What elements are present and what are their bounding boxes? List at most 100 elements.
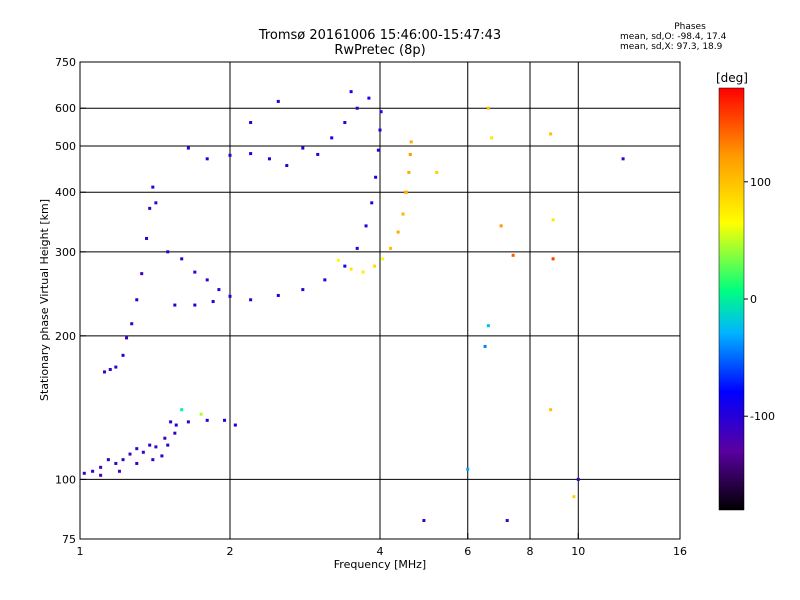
data-point xyxy=(99,473,103,477)
data-point xyxy=(381,257,385,261)
data-point xyxy=(343,264,347,268)
colorbar-tick-label: 0 xyxy=(750,293,757,306)
data-point xyxy=(223,418,227,422)
data-point xyxy=(401,212,405,216)
data-point xyxy=(572,495,576,499)
data-point xyxy=(163,436,167,440)
data-point xyxy=(336,258,340,262)
data-point xyxy=(114,461,118,465)
data-point xyxy=(323,278,327,282)
data-point xyxy=(249,121,253,125)
data-point xyxy=(376,148,380,152)
data-point xyxy=(128,452,132,456)
colorbar xyxy=(718,87,745,511)
data-point xyxy=(186,420,190,424)
data-point xyxy=(228,294,232,298)
data-point xyxy=(549,132,553,136)
x-tick-label: 16 xyxy=(673,545,687,558)
x-tick-label: 8 xyxy=(527,545,534,558)
y-tick-label: 600 xyxy=(55,102,76,115)
data-point xyxy=(361,270,365,274)
data-point xyxy=(140,272,144,276)
colorbar-tick-label: 100 xyxy=(750,176,771,189)
x-axis-label: Frequency [MHz] xyxy=(334,558,426,571)
y-axis-label: Stationary phase Virtual Height [km] xyxy=(38,199,51,401)
data-point xyxy=(435,170,439,174)
data-point xyxy=(276,293,280,297)
data-point xyxy=(367,96,371,100)
axis-ticks: 1 2 4 6 8 10 16 75 100 200 300 400 500 600 750 xyxy=(55,56,687,558)
data-point xyxy=(141,450,145,454)
data-point xyxy=(180,408,184,412)
data-point xyxy=(355,106,359,110)
data-point xyxy=(389,246,393,250)
data-point xyxy=(511,253,515,257)
data-point xyxy=(373,264,377,268)
data-point xyxy=(349,90,353,94)
data-point xyxy=(486,324,490,328)
data-point xyxy=(370,201,374,205)
x-tick-label: 4 xyxy=(377,545,384,558)
data-point xyxy=(422,519,426,523)
data-point xyxy=(205,418,209,422)
data-point xyxy=(205,278,209,282)
chart-title: Tromsø 20161006 15:46:00-15:47:43 xyxy=(258,28,502,43)
data-point xyxy=(186,146,190,150)
colorbar-unit: [deg] xyxy=(716,71,748,85)
data-point xyxy=(135,461,139,465)
data-point xyxy=(301,146,305,150)
data-point xyxy=(490,136,494,140)
data-point xyxy=(343,121,347,125)
data-point xyxy=(148,206,152,210)
data-point xyxy=(130,322,134,326)
data-point xyxy=(117,469,121,473)
data-point xyxy=(211,300,215,304)
x-tick-label: 1 xyxy=(77,545,84,558)
y-tick-label: 300 xyxy=(55,246,76,259)
data-point xyxy=(114,365,118,369)
data-point xyxy=(379,110,383,114)
data-point xyxy=(121,353,125,357)
data-point xyxy=(408,152,412,156)
data-point xyxy=(145,236,149,240)
data-point xyxy=(99,465,103,469)
data-point xyxy=(499,224,503,228)
data-point xyxy=(135,298,139,302)
data-point xyxy=(576,477,580,481)
phase-info-o: mean, sd,O: -98.4, 17.4 xyxy=(620,32,727,42)
data-point xyxy=(148,443,152,447)
data-point xyxy=(349,267,353,271)
data-point xyxy=(121,458,125,462)
data-point xyxy=(151,185,155,189)
data-point xyxy=(249,298,253,302)
data-points xyxy=(82,90,625,523)
data-point xyxy=(364,224,368,228)
data-point xyxy=(233,423,237,427)
data-point xyxy=(173,431,177,435)
data-point xyxy=(154,445,158,449)
data-point xyxy=(374,175,378,179)
data-point xyxy=(330,136,334,140)
grid-lines xyxy=(80,62,680,539)
data-point xyxy=(355,246,359,250)
data-point xyxy=(160,454,164,458)
y-tick-label: 500 xyxy=(55,140,76,153)
data-point xyxy=(409,140,413,144)
y-tick-label: 200 xyxy=(55,330,76,343)
data-point xyxy=(193,303,197,307)
phase-info-title: Phases xyxy=(674,22,706,32)
data-point xyxy=(549,408,553,412)
x-tick-label: 2 xyxy=(227,545,234,558)
data-point xyxy=(486,106,490,110)
y-tick-label: 750 xyxy=(55,56,76,69)
data-point xyxy=(174,423,178,427)
data-point xyxy=(403,190,407,194)
data-point xyxy=(466,467,470,471)
data-point xyxy=(108,367,112,371)
data-point xyxy=(505,519,509,523)
data-point xyxy=(621,157,625,161)
data-point xyxy=(249,152,253,156)
data-point xyxy=(378,128,382,132)
y-tick-label: 400 xyxy=(55,186,76,199)
